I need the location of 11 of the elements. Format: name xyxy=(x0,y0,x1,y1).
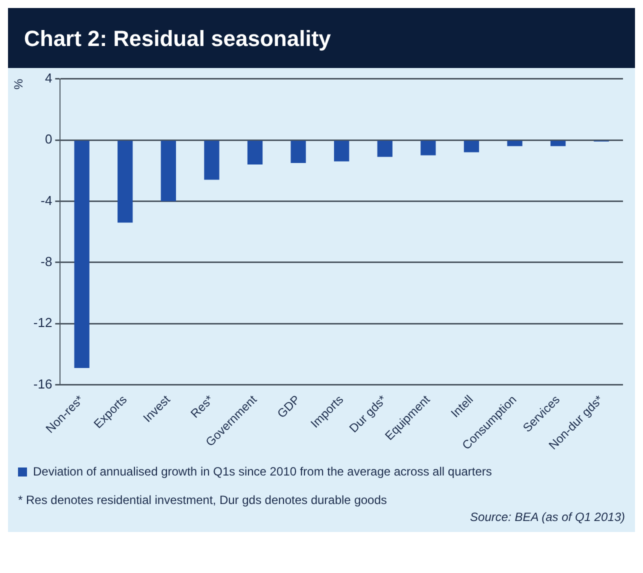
y-axis-title: % xyxy=(12,78,26,90)
y-tick-label: -16 xyxy=(33,376,52,392)
text: * Res denotes residential investment, Dur gds denotes durable goods xyxy=(18,493,388,507)
y-tick-label: -8 xyxy=(40,254,52,269)
y-tick-label: -12 xyxy=(33,315,52,330)
y-tick-label: -4 xyxy=(40,192,52,208)
legend-label: Deviation of annualised growth in Q1s since 2010 from the average across all quarters xyxy=(33,464,492,478)
y-tick-label: 0 xyxy=(44,132,52,147)
source-note: Source: BEA (as of Q1 2013) xyxy=(469,510,625,524)
y-tick-label: 4 xyxy=(44,70,52,86)
chart-title: Chart 2: Residual seasonality xyxy=(8,8,635,68)
